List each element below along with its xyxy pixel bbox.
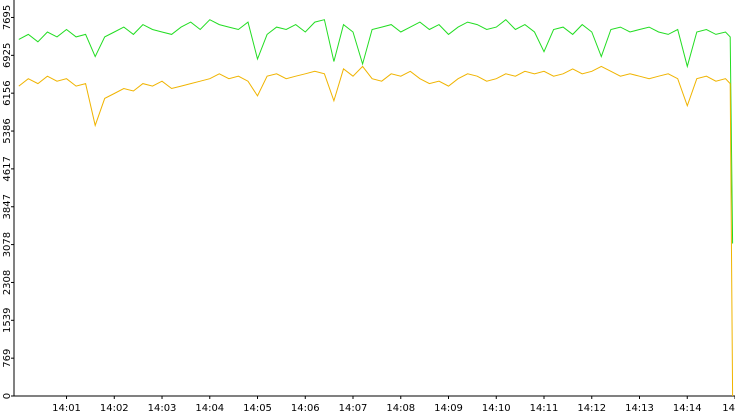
- x-tick-label: 14:14: [673, 403, 702, 414]
- x-tick-label: 14:07: [339, 403, 368, 414]
- x-tick-label: 14:04: [195, 403, 224, 414]
- y-tick-label: 3847: [2, 194, 13, 219]
- series-line: [18, 19, 734, 244]
- y-tick-label: 6925: [2, 43, 13, 68]
- y-tick-label: 7695: [2, 5, 13, 30]
- x-tick-label: 14:06: [291, 403, 320, 414]
- y-tick-label: 1539: [2, 308, 13, 333]
- x-tick-label: 14:12: [577, 403, 606, 414]
- y-tick-label: 769: [2, 349, 13, 368]
- x-tick-label: 14:01: [52, 403, 81, 414]
- x-tick-label: 14:10: [482, 403, 511, 414]
- y-tick-label: 5386: [2, 118, 13, 143]
- x-tick-label: 14:09: [434, 403, 463, 414]
- x-tick-label: 14:02: [100, 403, 129, 414]
- x-tick-label: 14:05: [243, 403, 272, 414]
- x-tick-label: 14: [722, 403, 735, 414]
- x-tick-label: 14:11: [530, 403, 559, 414]
- y-tick-label: 0: [2, 393, 13, 399]
- y-tick-label: 6156: [2, 80, 13, 105]
- y-tick-label: 4617: [2, 156, 13, 181]
- x-tick-label: 14:13: [625, 403, 654, 414]
- y-tick-label: 2308: [2, 270, 13, 295]
- x-tick-label: 14:08: [386, 403, 415, 414]
- series-line: [18, 65, 734, 397]
- y-tick-label: 3078: [2, 232, 13, 257]
- x-tick-label: 14:03: [148, 403, 177, 414]
